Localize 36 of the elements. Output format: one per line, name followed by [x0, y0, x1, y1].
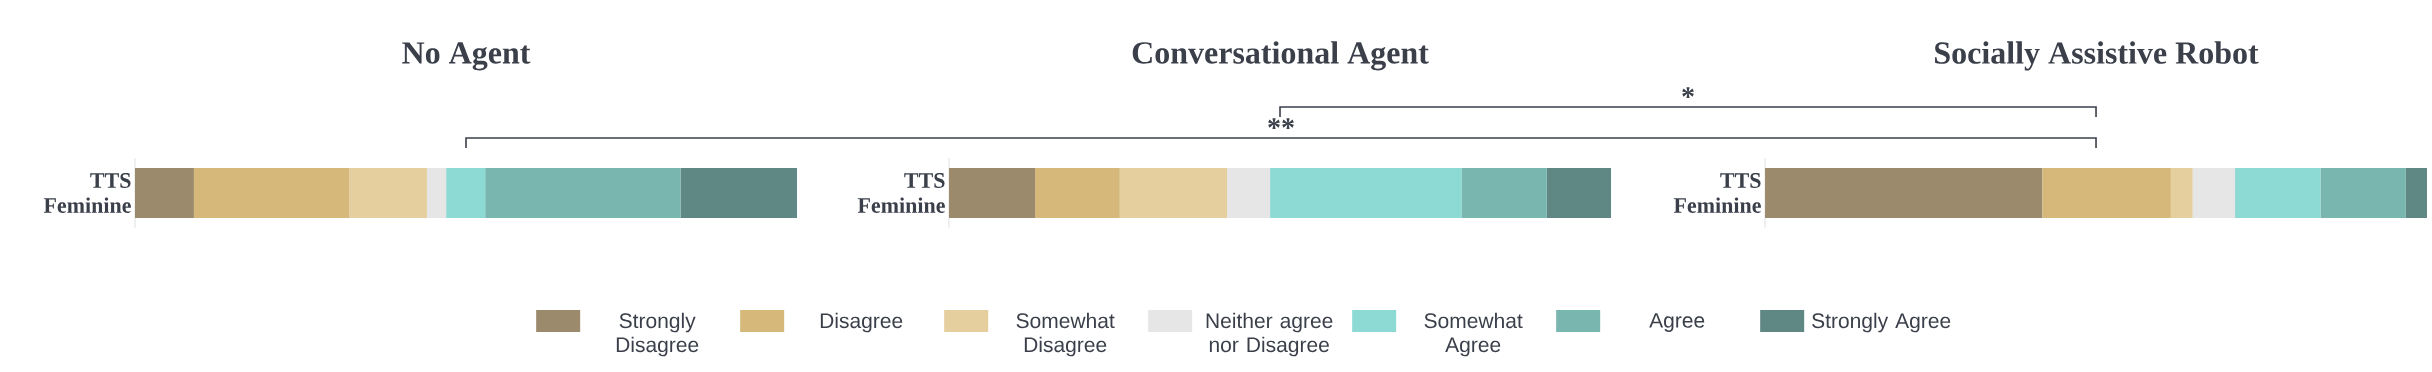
legend-label: Neither agree nor Disagree — [1206, 312, 1333, 357]
bar — [680, 168, 798, 218]
bar — [1270, 168, 1462, 218]
bar — [446, 168, 486, 218]
text: ** — [1268, 118, 1294, 129]
bar — [2170, 168, 2193, 218]
bar — [2192, 168, 2236, 218]
legend-label: Somewhat Disagree — [1016, 312, 1115, 357]
bar — [2405, 168, 2428, 218]
legend-label: Somewhat Agree — [1424, 312, 1523, 357]
legend-label: Strongly Agree — [1812, 312, 1951, 333]
bar — [1461, 168, 1547, 218]
bar — [2320, 168, 2406, 218]
bar — [949, 168, 1036, 218]
bar — [349, 168, 427, 218]
bar — [1119, 168, 1228, 218]
bar — [1227, 168, 1271, 218]
legend-label: Strongly Disagree — [616, 312, 699, 357]
text: * — [1682, 87, 1694, 98]
bar — [426, 168, 447, 218]
legend-label: Agree — [1649, 313, 1705, 332]
bar — [135, 168, 194, 218]
chart-title: Socially Assistive Robot — [1935, 41, 2259, 71]
bar — [485, 168, 681, 218]
bar — [193, 168, 350, 218]
bar — [2042, 168, 2171, 218]
chart-title: Conversational Agent — [1132, 41, 1429, 71]
y-tick-label: TTS Feminine — [1673, 173, 1761, 213]
legend-label: Disagree — [820, 312, 903, 333]
chart-title: No Agent — [402, 42, 531, 71]
bar — [1765, 168, 2043, 218]
y-tick-label: TTS Feminine — [857, 173, 945, 213]
bar — [1035, 168, 1120, 218]
bar — [2235, 168, 2321, 218]
y-tick-label: TTS Feminine — [43, 173, 131, 213]
bar — [1546, 168, 1612, 218]
